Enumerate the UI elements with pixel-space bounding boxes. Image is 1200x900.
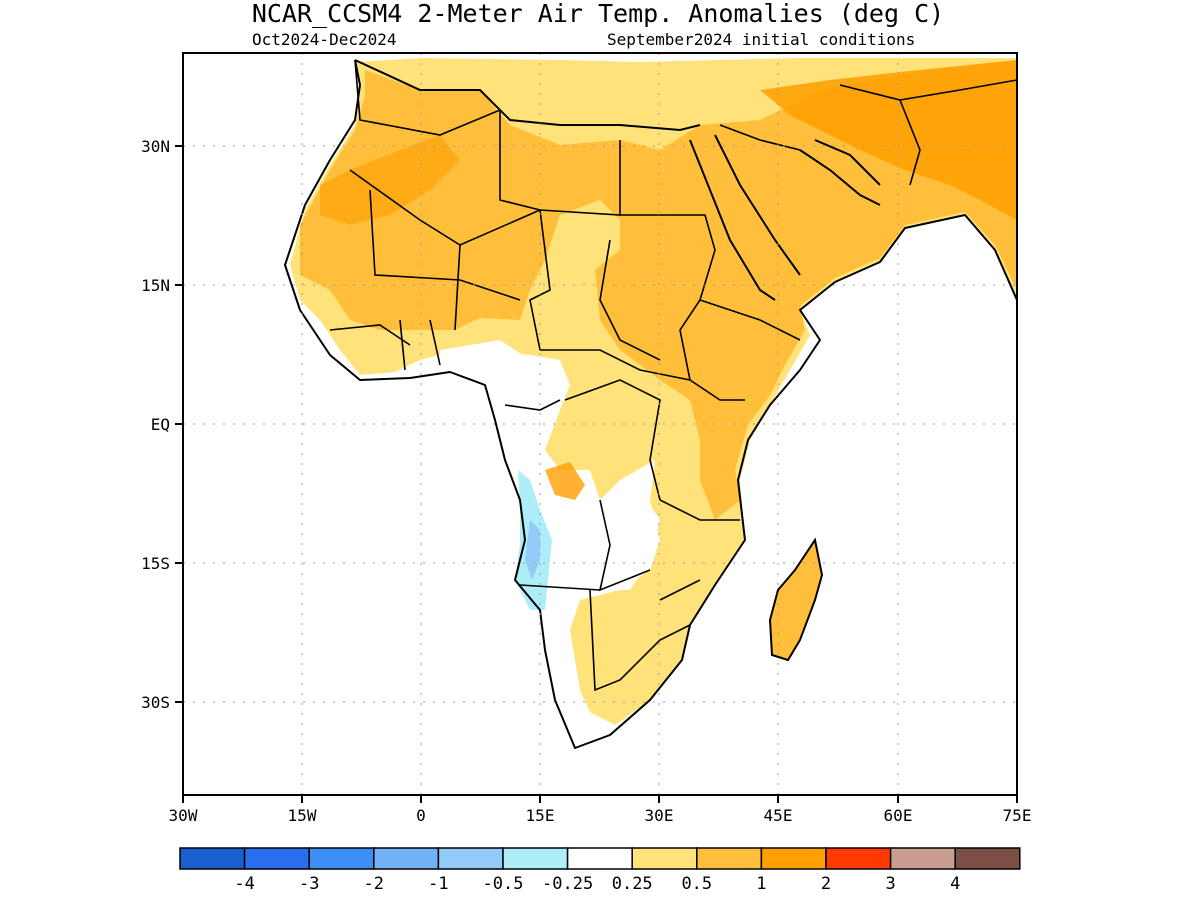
- legend-swatch-5: [437, 847, 504, 870]
- longitude-axis: 30W 15W 0 15E 30E 45E 60E 75E: [169, 795, 1032, 825]
- legend-label-2: -3: [299, 874, 319, 894]
- anomaly-region-deep-orange-sahara: [320, 135, 460, 225]
- legend-swatch-8: [631, 847, 698, 870]
- lat-label-15n: 15N: [141, 276, 170, 295]
- legend-swatch-13: [954, 847, 1021, 870]
- lat-label-eq: EQ: [151, 415, 170, 434]
- lon-label-60e: 60E: [884, 806, 913, 825]
- legend-label-10: 2: [821, 874, 831, 894]
- legend-label-1: -4: [234, 874, 254, 894]
- legend-label-4: -1: [428, 874, 448, 894]
- mediterranean-coast: [354, 59, 701, 132]
- lon-label-75e: 75E: [1003, 806, 1032, 825]
- madagascar: [768, 537, 824, 662]
- lon-label-30w: 30W: [169, 806, 198, 825]
- legend-label-3: -2: [364, 874, 384, 894]
- lat-label-15s: 15S: [141, 554, 170, 573]
- legend-swatch-9: [696, 847, 763, 870]
- anomaly-region-deep-orange-congo: [545, 462, 585, 500]
- legend-label-11: 3: [885, 874, 895, 894]
- coastline: [284, 59, 1017, 749]
- lon-label-15e: 15E: [526, 806, 555, 825]
- map-title: NCAR_CCSM4 2-Meter Air Temp. Anomalies (…: [252, 0, 944, 28]
- country-borders: [329, 59, 1017, 692]
- legend-label-7: 0.25: [612, 874, 653, 894]
- anomaly-region-neutral-central: [560, 490, 660, 590]
- lon-label-15w: 15W: [288, 806, 317, 825]
- legend-label-5: -0.5: [483, 874, 524, 894]
- graticule: [183, 53, 1017, 795]
- forecast-period: Oct2024-Dec2024: [252, 30, 397, 49]
- legend-label-8: 0.5: [681, 874, 712, 894]
- legend-swatch-10: [760, 847, 827, 870]
- lon-label-30e: 30E: [645, 806, 674, 825]
- legend-swatch-12: [889, 847, 956, 870]
- red-sea-outline: [689, 134, 801, 301]
- lon-label-0: 0: [416, 806, 426, 825]
- lat-label-30s: 30S: [141, 693, 170, 712]
- color-legend: -4 -3 -2 -1 -0.5 -0.25 0.25 0.5 1 2 3 4: [179, 847, 1021, 894]
- initial-conditions: September2024 initial conditions: [607, 30, 915, 49]
- lon-label-45e: 45E: [764, 806, 793, 825]
- legend-label-9: 1: [756, 874, 766, 894]
- anomaly-region-orange: [300, 60, 1017, 520]
- legend-swatch-6: [502, 847, 569, 870]
- map-panel: [182, 52, 1018, 796]
- persian-gulf-outline: [799, 139, 881, 206]
- lat-label-30n: 30N: [141, 137, 170, 156]
- legend-swatch-3: [308, 847, 375, 870]
- anomaly-region-deep-orange: [760, 60, 1017, 220]
- legend-swatch-7: [566, 847, 633, 870]
- legend-label-6: -0.25: [542, 874, 593, 894]
- latitude-axis: 30N 15N EQ 15S 30S: [141, 137, 183, 712]
- legend-swatch-2: [243, 847, 310, 870]
- legend-swatch-4: [373, 847, 440, 870]
- anomaly-region-blue: [525, 520, 540, 580]
- legend-label-12: 4: [950, 874, 960, 894]
- legend-swatch-1: [179, 847, 246, 870]
- legend-swatch-11: [825, 847, 892, 870]
